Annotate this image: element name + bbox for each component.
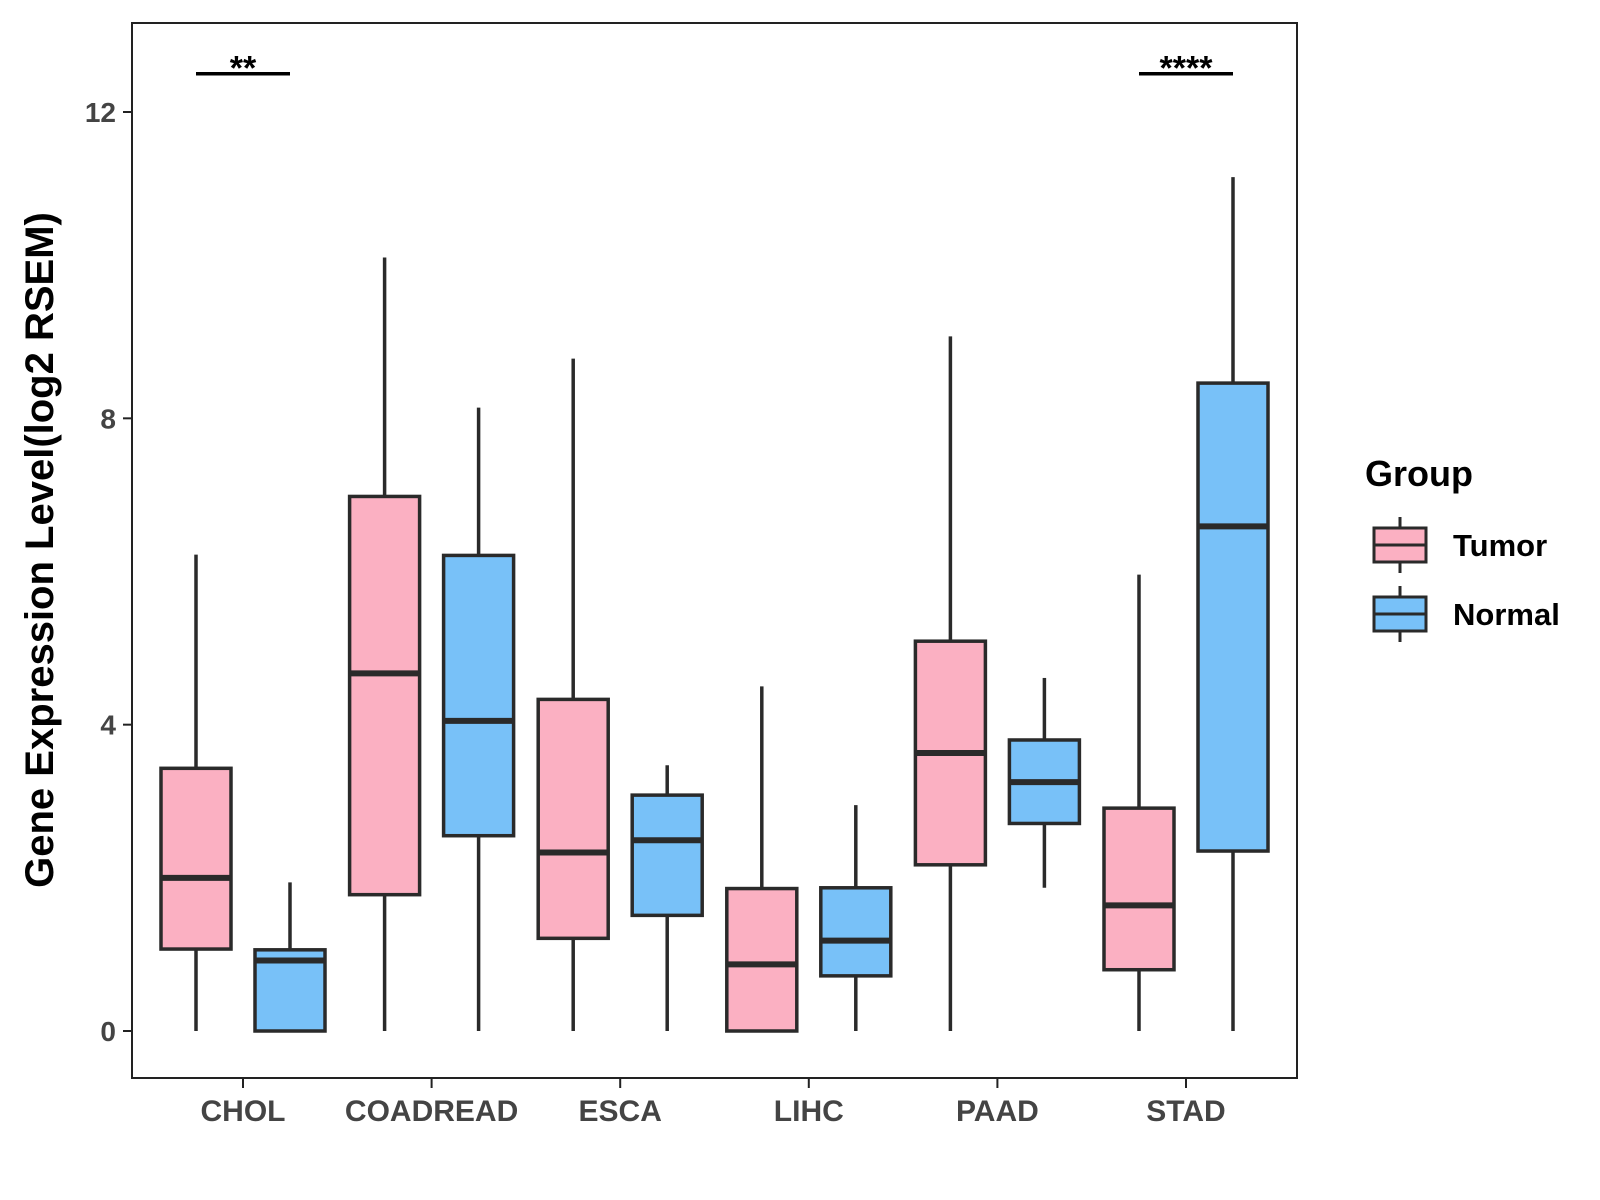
significance-label-chol: ** [230, 50, 257, 88]
box-tumor-esca [536, 358, 610, 1031]
legend-item-tumor: Tumor [1372, 517, 1547, 573]
box-normal-esca [630, 765, 704, 1031]
box-tumor-lihc [725, 686, 799, 1033]
x-tick-label-coadread: COADREAD [345, 1095, 518, 1128]
box-normal-coadread [441, 407, 516, 1031]
x-tick-label-esca: ESCA [579, 1095, 662, 1128]
legend-item-normal: Normal [1372, 586, 1560, 642]
y-axis-title: Gene Expression Level(log2 RSEM) [18, 212, 62, 888]
x-axis: CHOL COADREAD ESCA LIHC PAAD STAD [201, 1078, 1226, 1128]
box-body-tumor-chol [159, 766, 233, 951]
significance-label-stad: **** [1160, 50, 1214, 88]
box-body-normal-lihc [819, 886, 893, 978]
y-tick-label-0: 0 [100, 1016, 116, 1047]
box-body-normal-coadread [441, 553, 516, 838]
box-tumor-stad [1102, 574, 1176, 1031]
box-body-tumor-coadread [347, 494, 422, 897]
box-tumor-chol [159, 554, 233, 1031]
box-body-tumor-stad [1102, 806, 1176, 972]
y-axis: 0 4 8 12 [85, 97, 132, 1047]
y-tick-label-8: 8 [100, 403, 116, 434]
boxes-layer [159, 177, 1270, 1033]
x-tick-label-chol: CHOL [201, 1095, 286, 1128]
legend-label-normal: Normal [1453, 597, 1560, 632]
y-tick-label-4: 4 [100, 710, 116, 741]
x-tick-label-paad: PAAD [956, 1095, 1039, 1128]
x-tick-label-lihc: LIHC [774, 1095, 844, 1128]
box-tumor-coadread [347, 257, 422, 1031]
box-normal-paad [1007, 677, 1082, 888]
box-body-tumor-lihc [725, 886, 799, 1033]
box-normal-chol [253, 882, 327, 1033]
legend-label-tumor: Tumor [1453, 528, 1547, 563]
box-tumor-paad [913, 336, 988, 1031]
box-normal-stad [1196, 177, 1270, 1031]
box-body-normal-stad [1196, 381, 1270, 853]
legend-title: Group [1365, 453, 1473, 494]
box-body-tumor-esca [536, 697, 610, 941]
legend: Group Tumor Normal [1365, 453, 1560, 642]
box-body-normal-esca [630, 793, 704, 918]
significance-annotations: ** **** [196, 50, 1233, 88]
x-tick-label-stad: STAD [1146, 1095, 1225, 1128]
box-normal-lihc [819, 805, 893, 1031]
y-tick-label-12: 12 [85, 97, 116, 128]
plot-panel-border [131, 22, 1298, 1079]
